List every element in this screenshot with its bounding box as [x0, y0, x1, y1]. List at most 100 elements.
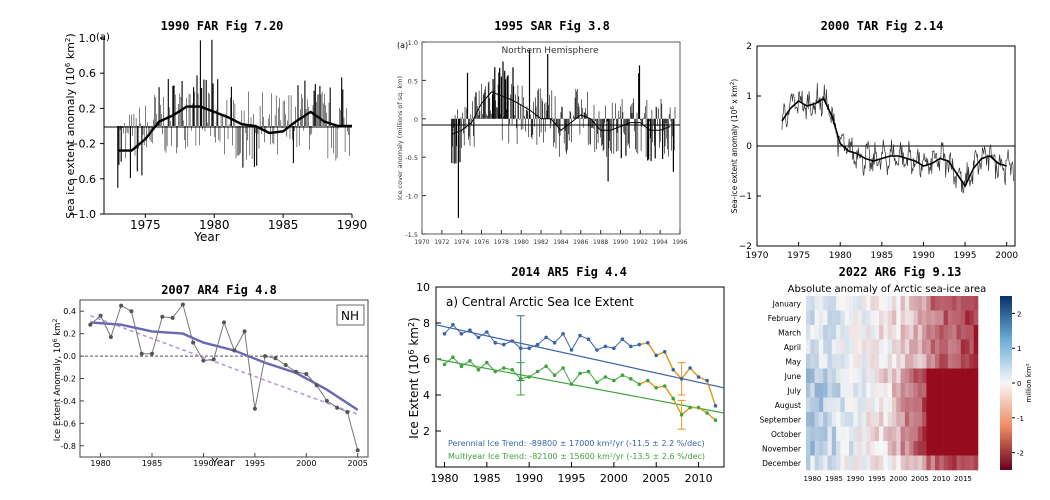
annual-points	[88, 302, 360, 453]
monthly-anomaly-bars	[117, 39, 350, 188]
heatmap-cell	[866, 368, 871, 384]
perennial-point	[629, 344, 633, 349]
heatmap-cell	[861, 383, 867, 398]
heatmap-cell	[917, 441, 923, 456]
heatmap-cell	[930, 310, 936, 326]
heatmap-cell	[887, 339, 893, 355]
multiyear-point	[502, 366, 506, 370]
multiyear-point	[552, 373, 557, 378]
heatmap-cell	[956, 412, 962, 427]
heatmap-cell	[904, 339, 910, 355]
heatmap-cell	[857, 339, 863, 355]
heatmap-cell	[960, 397, 966, 413]
heatmap-cell	[922, 339, 927, 355]
heatmap-cell	[973, 368, 979, 384]
perennial-point	[637, 342, 642, 347]
y-tick-label: -0.8	[60, 442, 76, 451]
heatmap-cell	[943, 310, 949, 326]
perennial-point	[696, 375, 701, 379]
heatmap-cell	[866, 426, 871, 442]
heatmap-cell	[939, 441, 944, 456]
heatmap-cell	[831, 325, 837, 340]
perennial-point	[561, 332, 565, 336]
heatmap-cell	[930, 412, 936, 427]
heatmap-cell	[836, 383, 841, 398]
x-tick-label: 1980	[804, 475, 822, 483]
x-tick-label: 1976	[474, 239, 489, 246]
heatmap-cell	[947, 310, 953, 326]
data-point	[263, 354, 268, 359]
heatmap-cell	[853, 426, 858, 442]
heatmap-cell	[930, 368, 936, 384]
heatmap-cell	[879, 354, 884, 369]
perennial-point	[612, 346, 616, 351]
heatmap-cell	[904, 325, 910, 340]
heatmap-cell	[956, 325, 962, 340]
heatmap-cell	[904, 397, 910, 413]
heatmap-cell	[965, 310, 970, 326]
heatmap-cell	[818, 397, 824, 413]
heatmap-cell	[892, 412, 897, 427]
heatmap-cell	[909, 310, 914, 326]
x-tick-label: 1995	[868, 475, 886, 483]
x-tick-label: 1990	[847, 475, 865, 483]
heatmap-cell	[930, 397, 936, 413]
heatmap-cell	[849, 412, 854, 427]
multiyear-point	[671, 396, 675, 401]
x-tick-labels: 1980 1985 1990 1995 2000 2005 2010 2015	[804, 475, 972, 483]
heatmap-cell	[814, 426, 820, 442]
heatmap-cell	[965, 441, 970, 456]
multiyear-point	[586, 369, 591, 374]
panel-2022-ar6: 2022 AR6 Fig 9.13 Absolute anomaly of Ar…	[760, 265, 1033, 483]
heatmap-cell	[844, 412, 850, 427]
heatmap-cell	[874, 368, 880, 384]
heatmap-cell	[831, 426, 837, 442]
heatmap-cell	[913, 441, 919, 456]
heatmap-cell	[861, 354, 867, 369]
heatmap-cell	[960, 354, 966, 369]
heatmap-cell	[896, 455, 901, 471]
heatmap-cell	[849, 325, 854, 340]
heatmap-cell	[849, 354, 854, 369]
heatmap-cell	[844, 426, 850, 442]
heatmap-cell	[926, 426, 931, 442]
heatmap-cell	[853, 354, 858, 369]
heatmap-cell	[874, 412, 880, 427]
heatmap-cell	[896, 412, 901, 427]
x-tick-label: 2000	[890, 475, 908, 483]
x-tick-label: 1982	[533, 239, 548, 246]
heatmap-cell	[818, 310, 824, 326]
heatmap-cell	[917, 426, 923, 442]
heatmap-cell	[939, 354, 944, 369]
perennial-point	[713, 404, 718, 408]
heatmap-cell	[879, 310, 884, 326]
heatmap-cell	[874, 339, 880, 355]
heatmap-cell	[956, 455, 962, 471]
heatmap-cell	[913, 296, 919, 311]
x-tick-label: 1978	[494, 239, 509, 246]
heatmap-cell	[917, 383, 923, 398]
perennial-point	[468, 328, 472, 333]
heatmap-cell	[892, 383, 897, 398]
x-tick-label: 2005	[911, 475, 929, 483]
heatmap-cell	[831, 368, 837, 384]
data-point	[108, 335, 113, 339]
heatmap-cell	[887, 354, 893, 369]
y-axis-label: Ice Extent Anomaly, 106 km2	[52, 319, 63, 442]
heatmap-cell	[883, 426, 888, 442]
y-tick-label: −1	[739, 192, 752, 202]
heatmap-cell	[814, 397, 820, 413]
row-label: September	[760, 415, 802, 424]
heatmap-cell	[844, 354, 850, 369]
heatmap-cell	[866, 383, 871, 398]
heatmap-cell	[973, 310, 979, 326]
heatmap-cell	[892, 455, 897, 471]
heatmap-cell	[892, 296, 897, 311]
heatmap-cell	[922, 397, 927, 413]
multiyear-highlight-line	[639, 379, 716, 421]
heatmap-cell	[810, 383, 815, 398]
heatmap-cell	[806, 455, 811, 471]
y-tick-label: -0.2	[60, 375, 76, 384]
heatmap-cell	[904, 383, 910, 398]
